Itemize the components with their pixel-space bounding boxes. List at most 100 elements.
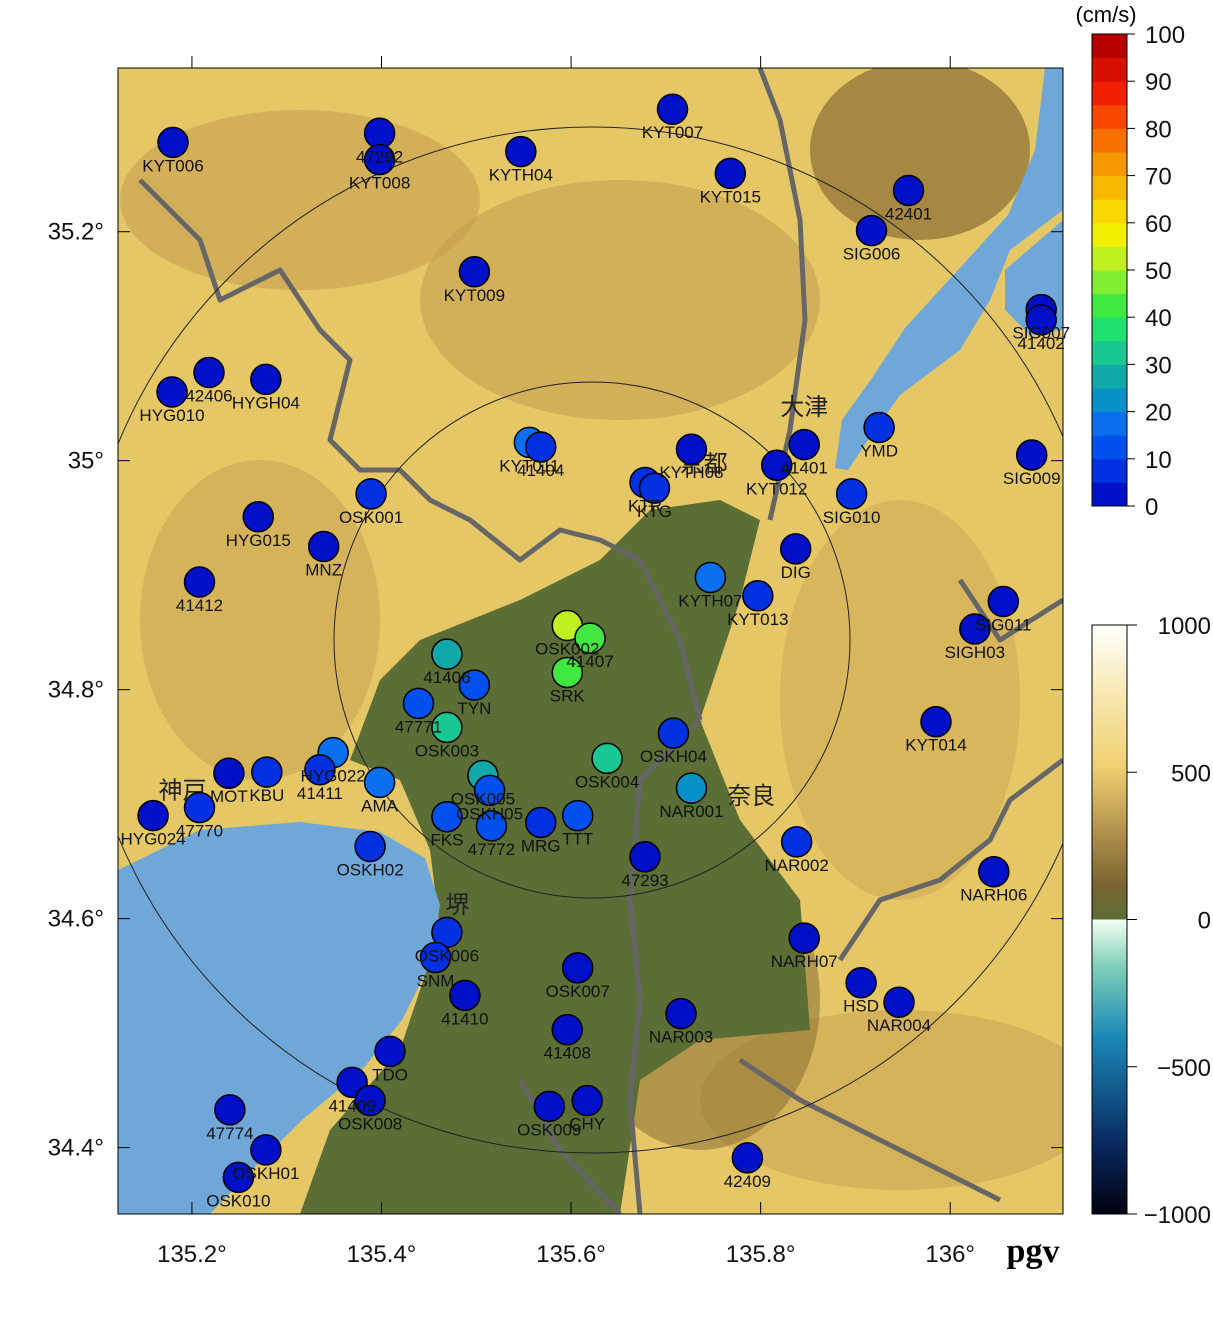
- x-tick-label: 135.2°: [157, 1241, 227, 1268]
- station-marker: [788, 922, 820, 954]
- station-label: NARH06: [960, 886, 1027, 905]
- station-label: KYTH08: [659, 463, 723, 482]
- station-marker: [1015, 439, 1048, 471]
- terrain: [118, 68, 1063, 1214]
- station-marker: [883, 986, 915, 1018]
- colorbar-tick-label: 20: [1145, 400, 1172, 427]
- colorbar-swatch: [1092, 364, 1127, 389]
- station-label: KYT013: [727, 610, 788, 629]
- station-label: KYT007: [642, 123, 703, 142]
- colorbar-swatch: [1092, 340, 1127, 365]
- station-label: SIG006: [843, 245, 901, 264]
- station-marker: [551, 656, 584, 689]
- station-marker: [524, 431, 557, 463]
- station-marker: [374, 1035, 406, 1068]
- station-marker: [524, 806, 557, 839]
- station-label: 41402: [1018, 334, 1065, 353]
- station-label: 41409: [328, 1096, 375, 1115]
- station-marker: [779, 533, 812, 565]
- station-marker: [656, 93, 689, 125]
- station-marker: [675, 433, 708, 465]
- station-label: SIG009: [1003, 469, 1061, 488]
- station-marker: [561, 952, 594, 984]
- colorbar-swatch: [1092, 152, 1127, 177]
- station-label: HYG010: [139, 406, 204, 425]
- station-marker: [354, 1084, 386, 1117]
- station-label: TTT: [562, 830, 593, 849]
- station-marker: [137, 799, 169, 832]
- station-label: SIG010: [823, 508, 881, 527]
- map-frame: [117, 67, 1064, 1215]
- station-label: 42401: [885, 204, 932, 223]
- colorbar-tick-label: 100: [1145, 22, 1185, 49]
- station-label: SIG011: [975, 616, 1031, 635]
- station-label: KYT006: [142, 156, 203, 175]
- station-label: NAR001: [659, 802, 723, 821]
- x-tick-label: 135.4°: [347, 1241, 417, 1268]
- colorbar-tick-label: 500: [1171, 760, 1211, 787]
- station-marker: [780, 826, 813, 858]
- colorbar-swatch: [1092, 81, 1127, 106]
- y-tick-label: 34.8°: [48, 677, 104, 704]
- station-label: 41407: [566, 652, 613, 671]
- station-marker: [458, 256, 491, 288]
- colorbar-swatch: [1092, 199, 1127, 224]
- station-label: 41411: [297, 784, 343, 803]
- station-label: KYT011: [499, 456, 559, 475]
- station-marker: [657, 717, 690, 749]
- elevation-axis: −1000 −500 0 500 1000: [1127, 613, 1211, 1229]
- station-label: CHY: [569, 1115, 605, 1134]
- station-marker: [419, 941, 452, 974]
- colorbar-tick-label: 30: [1145, 352, 1172, 379]
- station-marker: [742, 580, 774, 612]
- axes: 135.2° 135.4° 135.6° 135.8° 136° 34.4° 34.6° 34…: [48, 56, 1063, 1268]
- station-marker: [222, 1161, 255, 1194]
- station-marker: [551, 1013, 584, 1046]
- colorbar-tick-label: −1000: [1144, 1202, 1211, 1229]
- colorbar-swatch: [1092, 246, 1127, 271]
- station-label: 47770: [176, 822, 223, 841]
- colorbar-swatch: [1092, 317, 1127, 342]
- station-marker: [156, 376, 188, 408]
- station-marker: [251, 756, 283, 788]
- x-tick-label: 135.8°: [726, 1241, 796, 1268]
- colorbar-swatch: [1092, 222, 1127, 247]
- station-label: DIG: [781, 563, 811, 582]
- station-marker: [694, 561, 727, 594]
- station-label: OSK003: [415, 741, 479, 760]
- station-label: OSK002: [535, 640, 599, 659]
- station-label: KYT012: [746, 479, 807, 498]
- station-marker: [845, 966, 877, 999]
- place-label: 奈良: [727, 783, 775, 810]
- station-label: 41401: [781, 459, 828, 478]
- station-marker: [363, 117, 396, 150]
- station-label: 41406: [423, 668, 470, 687]
- station-label: OSK004: [575, 772, 639, 791]
- station-label: KYT014: [905, 736, 966, 755]
- station-marker: [473, 774, 506, 807]
- station-label: 41412: [176, 596, 223, 615]
- station-marker: [449, 979, 481, 1012]
- station-label: AMA: [361, 796, 399, 815]
- colorbar-tick-label: 0: [1198, 908, 1211, 935]
- station-marker: [458, 669, 491, 701]
- station-marker: [1025, 304, 1057, 336]
- station-marker: [193, 356, 225, 389]
- station-marker: [561, 799, 594, 832]
- station-label: OSKH02: [337, 861, 404, 880]
- station-marker: [863, 411, 895, 444]
- colorbar-swatch: [1092, 388, 1127, 413]
- station-marker: [591, 742, 623, 775]
- pgv-colorbar: 0 10 20 30 40 50 60 70 80 90 100: [1091, 22, 1185, 521]
- station-label: OSK007: [546, 982, 610, 1001]
- station-marker: [242, 501, 275, 533]
- colorbar-swatch: [1092, 411, 1127, 436]
- station-marker: [250, 363, 282, 396]
- station-marker: [761, 449, 793, 482]
- colorbar-tick-label: 0: [1145, 494, 1158, 521]
- station-label: HYG015: [226, 531, 291, 550]
- station-marker: [714, 157, 747, 190]
- y-tick-label: 34.4°: [48, 1135, 104, 1162]
- station-label: OSKH01: [232, 1164, 299, 1183]
